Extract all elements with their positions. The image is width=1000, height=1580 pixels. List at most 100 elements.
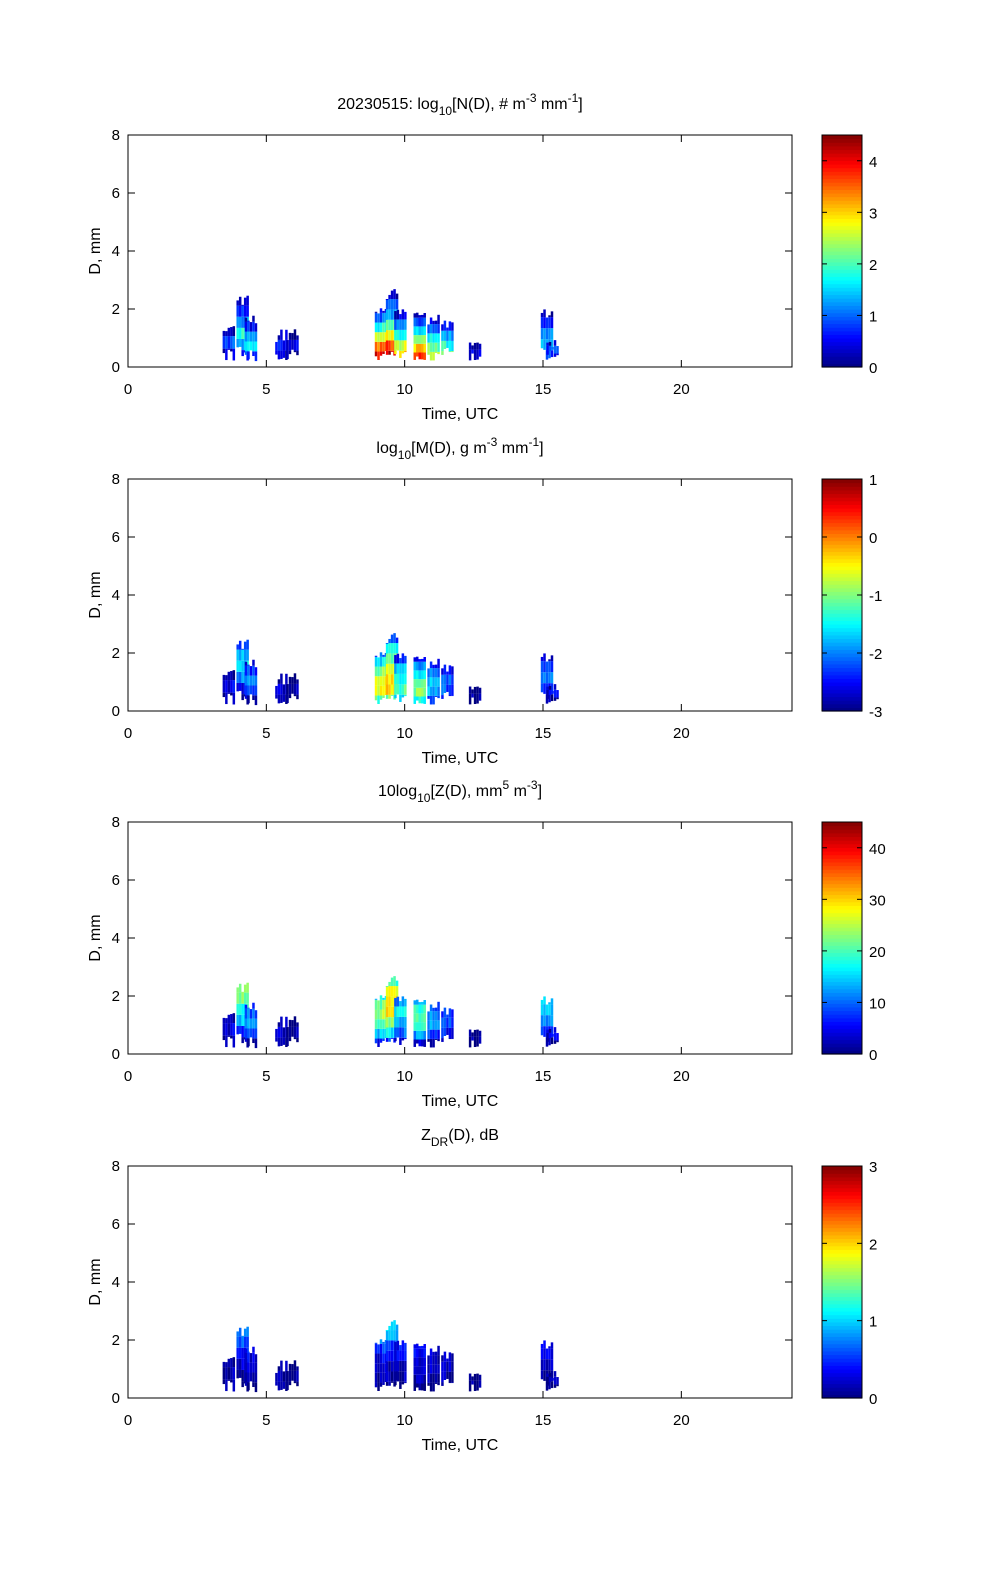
heatmap-cell [293, 1370, 297, 1382]
colorbar-swatch [822, 1242, 862, 1247]
heatmap-cell [280, 1360, 283, 1371]
heatmap-cell [385, 663, 389, 675]
heatmap-cell [441, 1017, 444, 1028]
heatmap-cell [396, 309, 400, 320]
heatmap-cell [427, 1020, 430, 1030]
heatmap-cell [551, 1377, 554, 1381]
heatmap-cell [222, 692, 226, 698]
colorbar-swatch [822, 587, 862, 592]
heatmap-cell [249, 1372, 253, 1382]
colorbar-swatch [822, 663, 862, 669]
heatmap-cell [275, 350, 278, 355]
heatmap-cell [296, 1370, 299, 1382]
heatmap-cell [416, 1039, 419, 1044]
heatmap-cell [432, 1355, 435, 1365]
heatmap-cell [236, 682, 239, 692]
heatmap-cell [451, 1038, 454, 1040]
heatmap-cell [227, 692, 231, 694]
heatmap-cell [404, 663, 407, 674]
heatmap-cell [230, 1035, 233, 1039]
heatmap-cell [374, 341, 378, 352]
heatmap-cell [246, 1336, 249, 1348]
heatmap-cell [420, 679, 424, 688]
x-tick-label: 10 [396, 1412, 413, 1429]
heatmap-cell [416, 679, 419, 688]
y-tick-label: 4 [112, 930, 120, 947]
y-tick-label: 6 [112, 872, 120, 889]
y-tick-label: 6 [112, 1216, 120, 1233]
heatmap-cell [385, 1330, 389, 1332]
heatmap-cell [288, 332, 292, 340]
x-tick-label: 15 [535, 1068, 552, 1085]
x-tick-label: 5 [262, 725, 270, 742]
heatmap-cell [432, 695, 435, 705]
heatmap-cell [277, 679, 281, 684]
heatmap-cell [399, 658, 402, 664]
heatmap-cell [374, 1382, 378, 1388]
x-tick-label: 20 [673, 1068, 690, 1085]
colorbar-swatch [822, 890, 862, 896]
colorbar-swatch [822, 1234, 862, 1240]
heatmap-cell [423, 1383, 426, 1391]
heatmap-cell [394, 340, 397, 351]
heatmap-cell [390, 977, 394, 987]
heatmap-cell [548, 661, 551, 673]
heatmap-cell [468, 1380, 472, 1392]
colorbar-swatch [822, 1191, 862, 1196]
heatmap-cell [473, 693, 477, 705]
heatmap-cell [468, 693, 472, 705]
heatmap-cell [374, 1342, 378, 1344]
heatmap-cell [394, 1381, 397, 1386]
colorbar-frame [821, 134, 863, 368]
heatmap-cell [437, 324, 440, 334]
heatmap-cell [427, 1364, 430, 1374]
heatmap-cell [377, 1000, 380, 1010]
heatmap-cell [222, 330, 226, 337]
colorbar-swatch [822, 1369, 862, 1374]
colorbar-swatch [822, 544, 862, 549]
colorbar-swatch [822, 851, 862, 856]
heatmap-cell [420, 1004, 424, 1014]
heatmap-cell [238, 682, 242, 691]
heatmap-cell [420, 1348, 424, 1358]
heatmap-cell [377, 695, 380, 704]
heatmap-cell [446, 330, 449, 341]
heatmap-cell [550, 1370, 554, 1382]
colorbar-swatch [822, 840, 862, 845]
heatmap-cell [448, 684, 452, 696]
panel-4: ZDR(D), dB 0 5 10 15 20 0 2 4 6 8 Time, UTC D, mm 0 1 2… [87, 1127, 877, 1454]
heatmap-cell [437, 342, 440, 352]
colorbar-swatch [822, 149, 862, 154]
colorbar-swatch [822, 1343, 862, 1348]
heatmap-cell [236, 671, 239, 683]
x-tick-label: 10 [396, 381, 413, 398]
heatmap-cell [404, 694, 407, 697]
heatmap-cell [227, 336, 231, 349]
colorbar-swatch [822, 1394, 862, 1399]
colorbar-swatch [822, 207, 862, 212]
heatmap-cell [423, 1030, 426, 1040]
heatmap-cell [413, 661, 417, 671]
colorbar-swatch [822, 526, 862, 531]
heatmap-cell [401, 684, 405, 695]
heatmap-cell [420, 1345, 424, 1349]
heatmap-cell [280, 339, 283, 351]
colorbar-swatch [822, 700, 862, 705]
heatmap-cell [379, 652, 383, 657]
heatmap-cell [404, 1016, 407, 1028]
heatmap-cell [418, 696, 421, 704]
colorbar-tick-label: 1 [869, 472, 877, 489]
heatmap-cell [280, 694, 283, 703]
heatmap-cell [478, 1036, 482, 1044]
heatmap-cell [222, 1361, 226, 1368]
heatmap-cell [399, 350, 402, 358]
heatmap-cell [288, 694, 292, 699]
heatmap-cell [227, 680, 231, 693]
heatmap-cell [385, 309, 389, 320]
heatmap-cell [390, 663, 394, 675]
heatmap-cell [252, 1002, 255, 1009]
colorbar-swatch [822, 963, 862, 968]
heatmap-cell [230, 1379, 233, 1383]
colorbar-swatch [822, 1198, 862, 1203]
heatmap-cell [291, 339, 294, 350]
